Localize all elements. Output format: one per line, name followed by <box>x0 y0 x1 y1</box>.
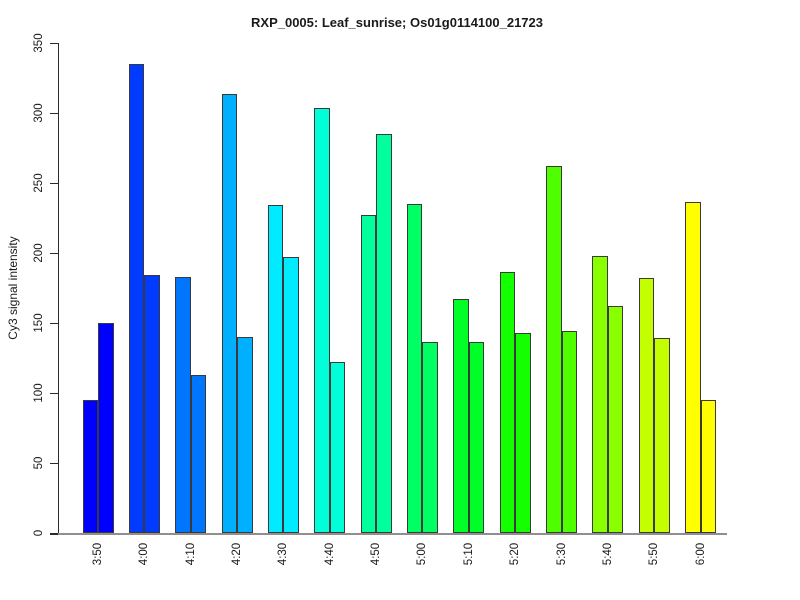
bar <box>98 322 114 533</box>
x-tick-label: 4:50 <box>370 542 383 566</box>
bar <box>82 399 98 533</box>
bar <box>468 342 485 533</box>
bar <box>267 205 284 533</box>
x-tick-label: 5:30 <box>555 542 568 566</box>
bar <box>190 374 207 533</box>
y-tick <box>49 112 58 115</box>
bar <box>499 272 516 533</box>
bar <box>607 305 624 533</box>
bar <box>128 63 145 533</box>
y-tick <box>49 42 58 44</box>
bar <box>144 275 160 533</box>
x-tick-label: 5:10 <box>462 542 475 566</box>
y-tick-label: 100 <box>33 383 45 403</box>
bar <box>638 277 655 533</box>
y-tick-label: 350 <box>33 32 45 53</box>
bar <box>283 256 299 533</box>
x-tick-label: 4:00 <box>138 542 151 566</box>
y-tick <box>49 252 58 255</box>
bar <box>515 332 531 533</box>
bar <box>422 342 438 533</box>
bar <box>406 203 423 533</box>
bar <box>329 362 346 533</box>
x-tick-label: 3:50 <box>92 542 104 566</box>
y-tick <box>49 322 58 325</box>
x-tick-label: 4:30 <box>277 542 290 566</box>
y-tick <box>49 392 58 395</box>
y-axis-line <box>57 42 59 534</box>
bar <box>592 255 608 533</box>
y-tick <box>49 182 58 185</box>
bar <box>561 331 577 533</box>
y-tick-label: 250 <box>33 173 45 193</box>
x-tick-label: 6:00 <box>694 542 707 566</box>
x-tick-label: 5:20 <box>509 542 522 566</box>
chart-title: RXP_0005: Leaf_sunrise; Os01g0114100_217… <box>251 15 543 30</box>
x-tick-label: 5:40 <box>601 542 614 566</box>
x-tick-label: 4:10 <box>184 542 197 566</box>
bar <box>314 108 330 533</box>
bar <box>700 399 717 533</box>
y-axis-label: Cy3 signal intensity <box>6 236 20 340</box>
x-baseline <box>57 533 727 535</box>
bar <box>237 336 253 533</box>
y-tick-label: 300 <box>33 102 45 123</box>
y-tick-label: 150 <box>33 313 45 333</box>
bar <box>453 298 469 533</box>
bar <box>175 276 191 533</box>
bar <box>376 133 392 533</box>
y-tick-label: 200 <box>33 243 45 263</box>
y-tick-label: 50 <box>33 456 45 470</box>
x-tick-label: 4:40 <box>323 542 336 566</box>
bar <box>654 338 670 533</box>
bar <box>685 202 701 533</box>
bar <box>221 94 238 533</box>
x-tick-label: 5:50 <box>648 542 661 566</box>
y-tick <box>49 533 58 535</box>
bar <box>360 214 377 533</box>
bar <box>546 165 562 533</box>
y-tick <box>49 462 58 465</box>
x-tick-label: 5:00 <box>416 542 429 566</box>
y-tick-label: 0 <box>33 529 45 537</box>
x-tick-label: 4:20 <box>231 542 244 566</box>
